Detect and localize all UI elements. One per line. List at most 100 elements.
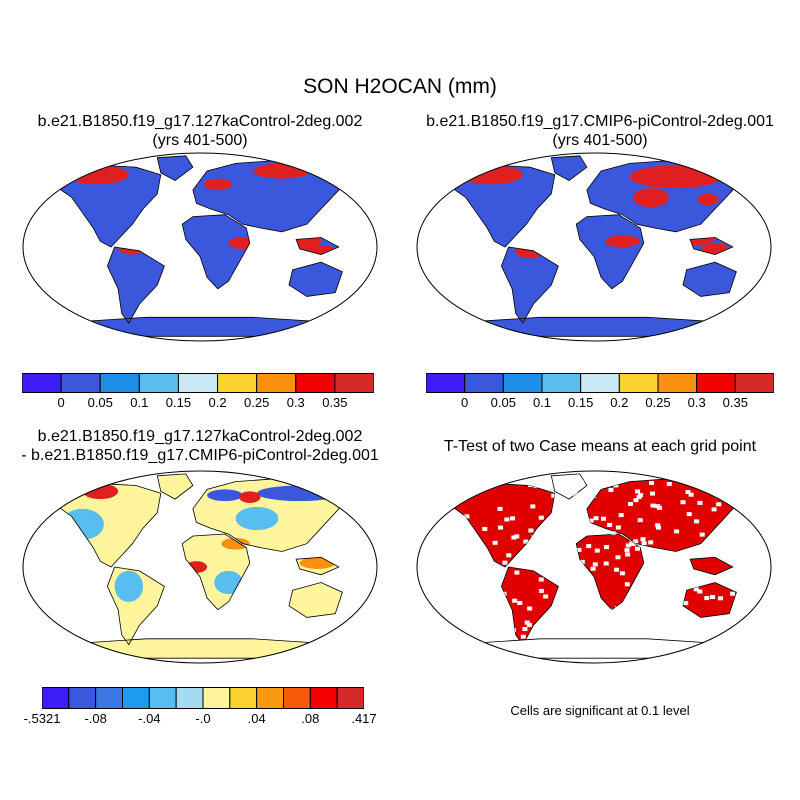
land-greenland (157, 155, 193, 181)
colorbar-tick-label: -.08 (84, 711, 107, 726)
colorbar-top-left-labels: 0 0.05 0.1 0.15 0.2 0.25 0.3 0.35 (22, 395, 374, 413)
land-samerica (107, 247, 165, 323)
land-namerica (50, 165, 161, 247)
colorbar-box (256, 687, 284, 709)
panel-title-bottom-right-line1: T-Test of two Case means at each grid po… (443, 438, 757, 455)
colorbar-top-right-boxes (426, 373, 774, 393)
value-region (235, 506, 279, 531)
colorbar-box (657, 373, 698, 393)
colorbar-tick-label: 0.15 (165, 395, 192, 410)
colorbar-top-right: 0 0.05 0.1 0.15 0.2 0.25 0.3 0.35 (426, 373, 774, 413)
land-africa (576, 214, 644, 289)
panel-title-top-right-line1: b.e21.B1850.f19_g17.CMIP6-piControl-2deg… (426, 113, 774, 130)
colorbar-tick-label: 0.2 (208, 395, 227, 410)
panel-title-top-right: b.e21.B1850.f19_g17.CMIP6-piControl-2deg… (400, 112, 800, 150)
value-region (458, 165, 523, 185)
colorbar-box (202, 687, 231, 709)
colorbar-box (256, 373, 297, 393)
main-title: SON H2OCAN (mm) (303, 75, 497, 98)
land-australia (289, 262, 343, 297)
colorbar-box (502, 373, 543, 393)
land-africa (182, 214, 250, 289)
colorbar-tick-label: 0.05 (490, 395, 516, 410)
colorbar-top-left-boxes (22, 373, 374, 393)
land-namerica (443, 483, 556, 568)
colorbar-box (22, 373, 62, 393)
value-region (203, 178, 233, 190)
colorbar-tick-label: 0.35 (322, 395, 348, 410)
value-region (82, 483, 119, 500)
colorbar-tick-label: 0.3 (286, 395, 305, 410)
colorbar-box (148, 687, 177, 709)
land-australia (683, 262, 737, 297)
value-region (697, 193, 719, 206)
land-greenland (550, 473, 588, 500)
map-border (416, 470, 772, 664)
map-panel-top-right (416, 152, 772, 342)
value-region (299, 557, 336, 569)
panel-title-bottom-left-line2: - b.e21.B1850.f19_g17.CMIP6-piControl-2d… (21, 447, 379, 464)
value-region (253, 163, 311, 179)
value-region (214, 570, 243, 595)
land-greenland (551, 155, 587, 181)
colorbar-box (580, 373, 620, 393)
land-samerica (501, 247, 559, 323)
colorbar-box (60, 373, 101, 393)
land-australia (682, 582, 737, 618)
colorbar-box (229, 687, 258, 709)
value-region (633, 188, 669, 208)
colorbar-tick-label: 0.35 (722, 395, 748, 410)
panel-title-bottom-left: b.e21.B1850.f19_g17.127kaControl-2deg.00… (0, 427, 400, 465)
value-region (114, 570, 144, 602)
land-indonesia (689, 556, 734, 576)
colorbar-box (99, 373, 140, 393)
value-region (64, 165, 129, 185)
colorbar-tick-label: 0.15 (568, 395, 594, 410)
colorbar-bottom-left-boxes (42, 687, 364, 709)
land-namerica (444, 165, 555, 247)
land-namerica (50, 483, 161, 567)
colorbar-top-left: 0 0.05 0.1 0.15 0.2 0.25 0.3 0.35 (22, 373, 374, 413)
panel-title-top-left: b.e21.B1850.f19_g17.127kaControl-2deg.00… (0, 112, 400, 150)
colorbar-box (309, 687, 338, 709)
colorbar-box (734, 373, 774, 393)
value-region (604, 235, 641, 247)
value-region (629, 165, 723, 189)
colorbar-box (122, 687, 150, 709)
colorbar-box (283, 687, 311, 709)
land-samerica (500, 566, 559, 646)
land-australia (289, 582, 343, 618)
colorbar-box (541, 373, 582, 393)
value-region (175, 203, 190, 211)
colorbar-box (426, 373, 466, 393)
colorbar-box (68, 687, 97, 709)
colorbar-box (295, 373, 336, 393)
colorbar-tick-label: 0.1 (532, 395, 552, 410)
colorbar-tick-label: 0 (461, 395, 469, 410)
map-border (22, 152, 378, 342)
land-eurasia (192, 159, 354, 232)
colorbar-box (138, 373, 179, 393)
colorbar-tick-label: .04 (247, 711, 266, 726)
value-region (239, 491, 261, 503)
significance-note: Cells are significant at 0.1 level (510, 703, 690, 718)
panel-title-top-left-line2: (yrs 401-500) (152, 132, 248, 149)
value-region (207, 489, 243, 502)
colorbar-tick-label: -.5321 (23, 711, 61, 726)
colorbar-box (42, 687, 70, 709)
colorbar-box (336, 687, 364, 709)
value-region (679, 229, 716, 246)
panel-title-top-right-line2: (yrs 401-500) (552, 132, 648, 149)
colorbar-tick-label: 0.05 (87, 395, 113, 410)
colorbar-tick-label: -.04 (138, 711, 161, 726)
colorbar-box (334, 373, 374, 393)
colorbar-top-right-labels: 0 0.05 0.1 0.15 0.2 0.25 0.3 0.35 (426, 395, 774, 413)
map-panel-top-left (22, 152, 378, 342)
map-panel-bottom-left (22, 470, 378, 664)
colorbar-tick-label: 0.25 (645, 395, 671, 410)
value-region (700, 243, 730, 255)
colorbar-bottom-left-labels: -.5321 -.08 -.04 -.0 .04 .08 .417 (24, 711, 377, 729)
colorbar-box (175, 687, 204, 709)
panel-title-top-left-line1: b.e21.B1850.f19_g17.127kaControl-2deg.00… (37, 113, 363, 130)
colorbar-box (95, 687, 123, 709)
